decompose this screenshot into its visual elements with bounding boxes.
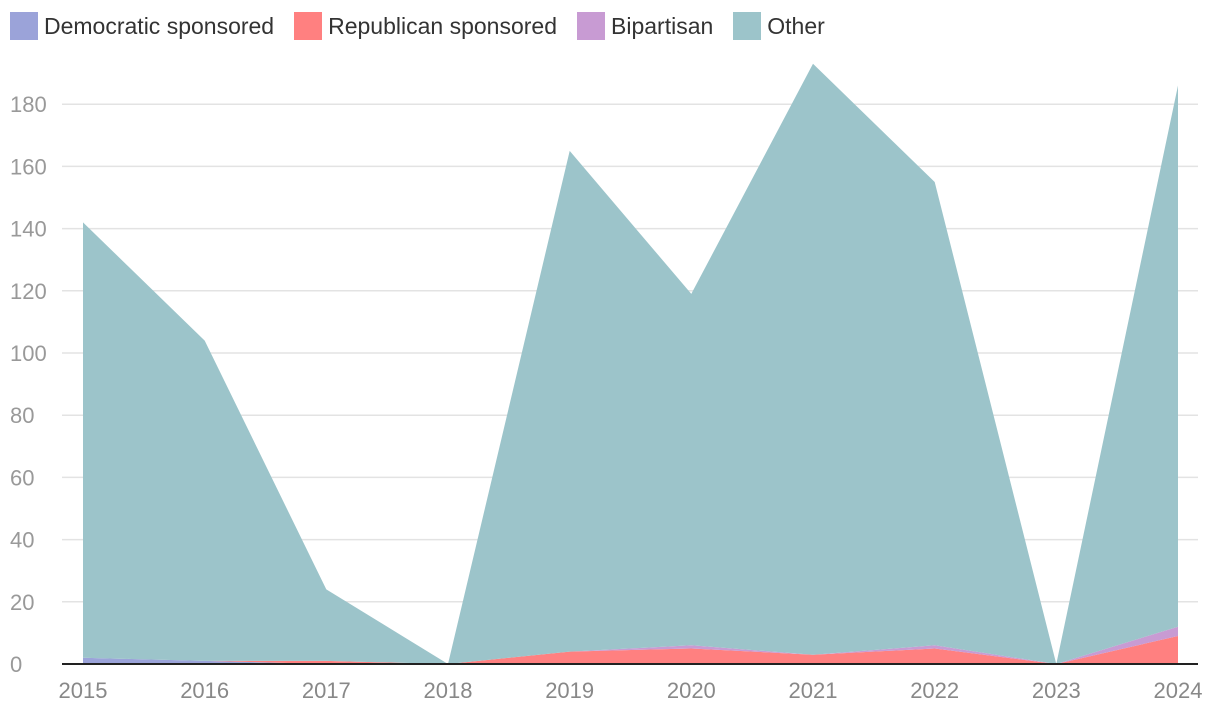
y-tick-label-100: 100 — [10, 341, 47, 366]
x-tick-label-2022: 2022 — [910, 678, 959, 703]
legend-item-other[interactable]: Other — [733, 12, 825, 40]
x-tick-label-2023: 2023 — [1032, 678, 1081, 703]
y-tick-label-40: 40 — [10, 528, 34, 553]
x-tick-label-2024: 2024 — [1154, 678, 1203, 703]
legend-label-bipartisan: Bipartisan — [611, 12, 714, 39]
legend-swatch-other — [733, 12, 762, 40]
legend-swatch-republican — [294, 12, 323, 40]
area-series-bipartisan — [83, 626, 1178, 664]
x-tick-label-2018: 2018 — [424, 678, 473, 703]
y-tick-label-80: 80 — [10, 403, 34, 428]
x-tick-label-2020: 2020 — [667, 678, 716, 703]
x-tick-label-2021: 2021 — [789, 678, 838, 703]
y-tick-label-160: 160 — [10, 154, 47, 179]
legend-swatch-bipartisan — [577, 12, 605, 40]
legend-label-democratic: Democratic sponsored — [44, 12, 275, 39]
y-tick-label-140: 140 — [10, 217, 47, 242]
y-tick-label-20: 20 — [10, 590, 34, 615]
y-tick-label-180: 180 — [10, 92, 47, 117]
x-tick-label-2019: 2019 — [545, 678, 594, 703]
x-tick-label-2015: 2015 — [59, 678, 108, 703]
legend-label-republican: Republican sponsored — [328, 12, 557, 39]
y-tick-label-60: 60 — [10, 465, 34, 490]
y-tick-label-0: 0 — [10, 652, 22, 677]
legend-swatch-democratic — [10, 12, 38, 40]
x-tick-label-2017: 2017 — [302, 678, 351, 703]
legend-item-bipartisan[interactable]: Bipartisan — [577, 12, 713, 40]
legend-item-republican[interactable]: Republican sponsored — [294, 12, 557, 40]
legend-label-other: Other — [767, 12, 825, 39]
x-tick-label-2016: 2016 — [180, 678, 229, 703]
chart-legend: Democratic sponsored Republican sponsore… — [10, 10, 845, 42]
area-series-republican-sponsored — [83, 636, 1178, 664]
legend-item-democratic[interactable]: Democratic sponsored — [10, 12, 274, 40]
y-tick-label-120: 120 — [10, 279, 47, 304]
area-series-other — [83, 63, 1178, 665]
